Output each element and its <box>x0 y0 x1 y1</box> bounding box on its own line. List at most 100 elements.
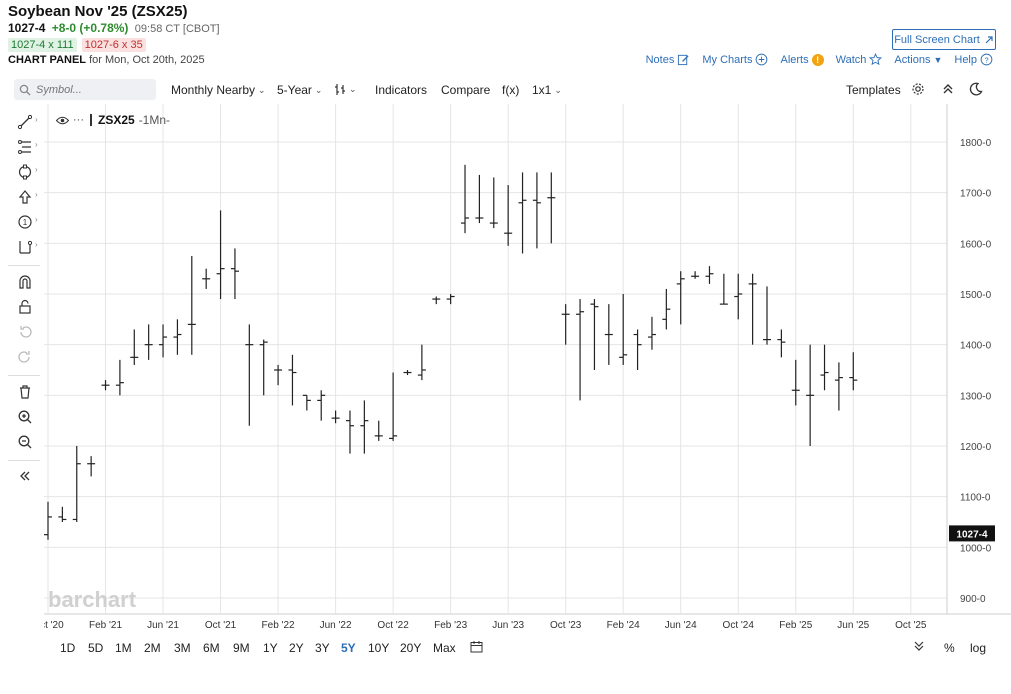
range-2m[interactable]: 2M <box>144 641 161 655</box>
fib-tool[interactable]: › <box>15 137 38 157</box>
chevron-right-icon: › <box>35 190 38 199</box>
range-10y[interactable]: 10Y <box>368 641 390 655</box>
eye-icon[interactable] <box>56 116 69 125</box>
chart-panel-label: CHART PANEL <box>8 54 87 66</box>
fx-button[interactable]: f(x) <box>502 83 520 97</box>
range-2y[interactable]: 2Y <box>289 641 304 655</box>
ohlc-bar <box>216 210 225 300</box>
range-1m[interactable]: 1M <box>115 641 132 655</box>
range-6m[interactable]: 6M <box>203 641 220 655</box>
price-chart[interactable]: 1800-0 1700-0 1600-0 1500-0 1400-0 1300-0 1200… <box>44 104 1011 634</box>
ohlc-bar <box>590 299 599 370</box>
range-20y[interactable]: 20Y <box>400 641 422 655</box>
measure-tool[interactable]: › <box>15 237 38 257</box>
range-1y[interactable]: 1Y <box>263 641 278 655</box>
help-link[interactable]: Help ? <box>954 53 993 66</box>
trendline-tool[interactable]: › <box>15 112 38 132</box>
arrow-up-icon <box>18 190 32 204</box>
chevron-double-left-icon <box>20 471 30 481</box>
chart-legend: ··· ZSX25 -1Mn- <box>56 113 170 127</box>
range-9m[interactable]: 9M <box>233 641 250 655</box>
ohlc-bar <box>101 380 110 391</box>
svg-text:1: 1 <box>23 218 28 227</box>
range-dropdown[interactable]: 5-Year ⌄ <box>277 83 322 97</box>
my-charts-link[interactable]: My Charts <box>702 53 768 66</box>
top-links: Notes My Charts Alerts ! Watch Actions ▼… <box>646 53 993 66</box>
ohlc-bar <box>691 271 700 279</box>
range-5d[interactable]: 5D <box>88 641 104 655</box>
log-toggle[interactable]: log <box>970 641 987 655</box>
collapse-button[interactable] <box>942 82 954 99</box>
symbol-search-input[interactable] <box>36 83 146 96</box>
alerts-link[interactable]: Alerts ! <box>780 53 824 66</box>
layout-dropdown[interactable]: 1x1 ⌄ <box>532 83 562 97</box>
ask-chip: 1027-6 x 35 <box>81 38 146 52</box>
moon-icon <box>969 82 983 96</box>
shape-tool[interactable]: › <box>15 162 38 182</box>
x-tick-label: Jun '22 <box>320 620 352 631</box>
edit-icon <box>678 54 689 66</box>
caret-down-icon: ▼ <box>933 54 943 65</box>
symbol-search[interactable] <box>14 79 156 100</box>
x-tick-label: Oct '22 <box>377 620 409 631</box>
watch-link[interactable]: Watch <box>836 53 883 66</box>
layout-label: 1x1 <box>532 83 552 97</box>
range-3y[interactable]: 3Y <box>315 641 330 655</box>
range-3m[interactable]: 3M <box>174 641 191 655</box>
x-tick-label: Feb '24 <box>607 620 640 631</box>
range-max[interactable]: Max <box>433 641 456 655</box>
zoom-out-icon <box>18 435 32 449</box>
last-price: 1027-4 <box>8 21 46 35</box>
bid-chip: 1027-4 x 111 <box>8 38 77 52</box>
range-5y[interactable]: 5Y <box>341 641 356 655</box>
range-1d[interactable]: 1D <box>60 641 76 655</box>
redo-tool[interactable] <box>15 347 35 367</box>
ohlc-bar <box>461 164 470 234</box>
calendar-icon <box>470 641 483 653</box>
dark-mode-button[interactable] <box>969 82 983 99</box>
x-tick-label: Feb '25 <box>779 620 812 631</box>
x-tick-label: Oct '23 <box>550 620 582 631</box>
symbol-title: Soybean Nov '25 (ZSX25) <box>8 3 188 20</box>
undo-icon <box>20 326 32 338</box>
annotation-tool[interactable]: 1 › <box>15 212 38 232</box>
x-tick-label: Jun '23 <box>492 620 524 631</box>
chevron-down-icon: ⌄ <box>554 84 562 95</box>
templates-button[interactable]: Templates <box>846 83 901 97</box>
percent-toggle[interactable]: % <box>944 641 955 655</box>
bar-type-dropdown[interactable]: ⌄ <box>334 83 357 96</box>
collapse-tools-button[interactable] <box>15 466 35 486</box>
expand-down-button[interactable] <box>913 640 925 655</box>
indicators-button[interactable]: Indicators <box>375 83 428 97</box>
ohlc-bar <box>518 172 527 254</box>
chart-panel-line: CHART PANEL for Mon, Oct 20th, 2025 <box>8 54 205 66</box>
x-tick-label: Jun '24 <box>665 620 697 631</box>
zoom-out-tool[interactable] <box>15 432 35 452</box>
delete-tool[interactable] <box>15 382 35 402</box>
period-dropdown[interactable]: Monthly Nearby ⌄ <box>171 83 266 97</box>
x-tick-label: Feb '21 <box>89 620 122 631</box>
calendar-button[interactable] <box>470 640 483 656</box>
actions-link[interactable]: Actions ▼ <box>894 53 942 66</box>
more-dots-icon[interactable]: ··· <box>73 114 84 126</box>
lock-tool[interactable] <box>15 297 35 317</box>
legend-period: -1Mn- <box>138 113 171 127</box>
settings-button[interactable] <box>911 82 925 99</box>
zoom-in-tool[interactable] <box>15 407 35 427</box>
range-bar: % log 1D 5D 1M 2M 3M 6M 9M 1Y 2Y 3Y 5Y 10Y 20Y Max <box>0 636 1011 660</box>
magnet-tool[interactable] <box>15 272 35 292</box>
undo-tool[interactable] <box>15 322 35 342</box>
chevron-double-down-icon <box>914 641 924 651</box>
arrow-tool[interactable]: › <box>15 187 38 207</box>
x-tick-label: Jun '21 <box>147 620 179 631</box>
quote-time: 09:58 CT [CBOT] <box>134 23 220 35</box>
compare-button[interactable]: Compare <box>441 83 491 97</box>
help-label: Help <box>954 53 977 66</box>
actions-label: Actions <box>894 53 931 66</box>
ohlc-bar <box>360 400 369 454</box>
ohlc-bar <box>159 324 168 358</box>
ohlc-bar <box>676 271 685 325</box>
y-tick-label: 1700-0 <box>960 189 992 200</box>
full-screen-chart-button[interactable]: Full Screen Chart <box>892 29 996 50</box>
notes-link[interactable]: Notes <box>646 53 691 66</box>
